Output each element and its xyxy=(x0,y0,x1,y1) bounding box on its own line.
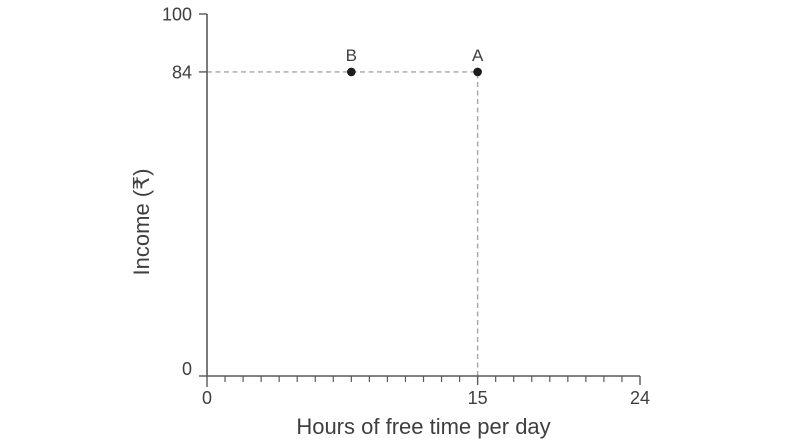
y-axis-title: Income (₹) xyxy=(129,168,154,276)
y-axis-tick-label: 84 xyxy=(172,62,192,82)
y-axis-tick-label: 100 xyxy=(162,5,192,25)
x-axis-tick-label: 24 xyxy=(630,388,650,408)
x-axis-tick-label: 15 xyxy=(468,388,488,408)
data-point-B xyxy=(347,67,356,77)
x-axis-title: Hours of free time per day xyxy=(296,414,551,439)
data-point-A xyxy=(473,67,482,77)
point-label-B: B xyxy=(346,46,357,65)
axes xyxy=(206,14,640,377)
point-label-A: A xyxy=(472,46,484,65)
x-axis-tick-label: 0 xyxy=(202,388,212,408)
y-axis-tick-label: 0 xyxy=(182,359,192,379)
